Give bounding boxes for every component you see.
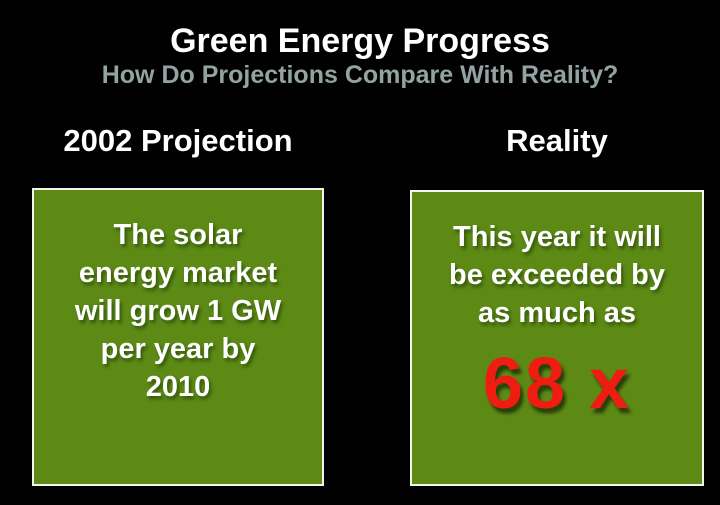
reality-line: This year it will: [453, 221, 661, 253]
projection-heading: 2002 Projection: [63, 123, 293, 158]
slide-subtitle: How Do Projections Compare With Reality?: [101, 61, 619, 89]
projection-line: The solar: [113, 219, 243, 251]
projection-box: The solar energy market will grow 1 GW p…: [32, 188, 324, 486]
reality-heading: Reality: [506, 123, 608, 158]
projection-line: will grow 1 GW: [74, 295, 282, 327]
reality-line: as much as: [478, 297, 636, 329]
projection-line: 2010: [145, 371, 211, 403]
projection-box-text: The solar energy market will grow 1 GW p…: [34, 216, 322, 406]
slide-title: Green Energy Progress: [170, 22, 550, 60]
projection-line: energy market: [78, 257, 278, 289]
projection-line: per year by: [100, 333, 256, 365]
reality-line: be exceeded by: [449, 259, 665, 291]
reality-box: This year it will be exceeded by as much…: [410, 190, 704, 486]
reality-box-text: This year it will be exceeded by as much…: [412, 218, 702, 332]
multiplier-value: 68 x: [482, 344, 632, 424]
